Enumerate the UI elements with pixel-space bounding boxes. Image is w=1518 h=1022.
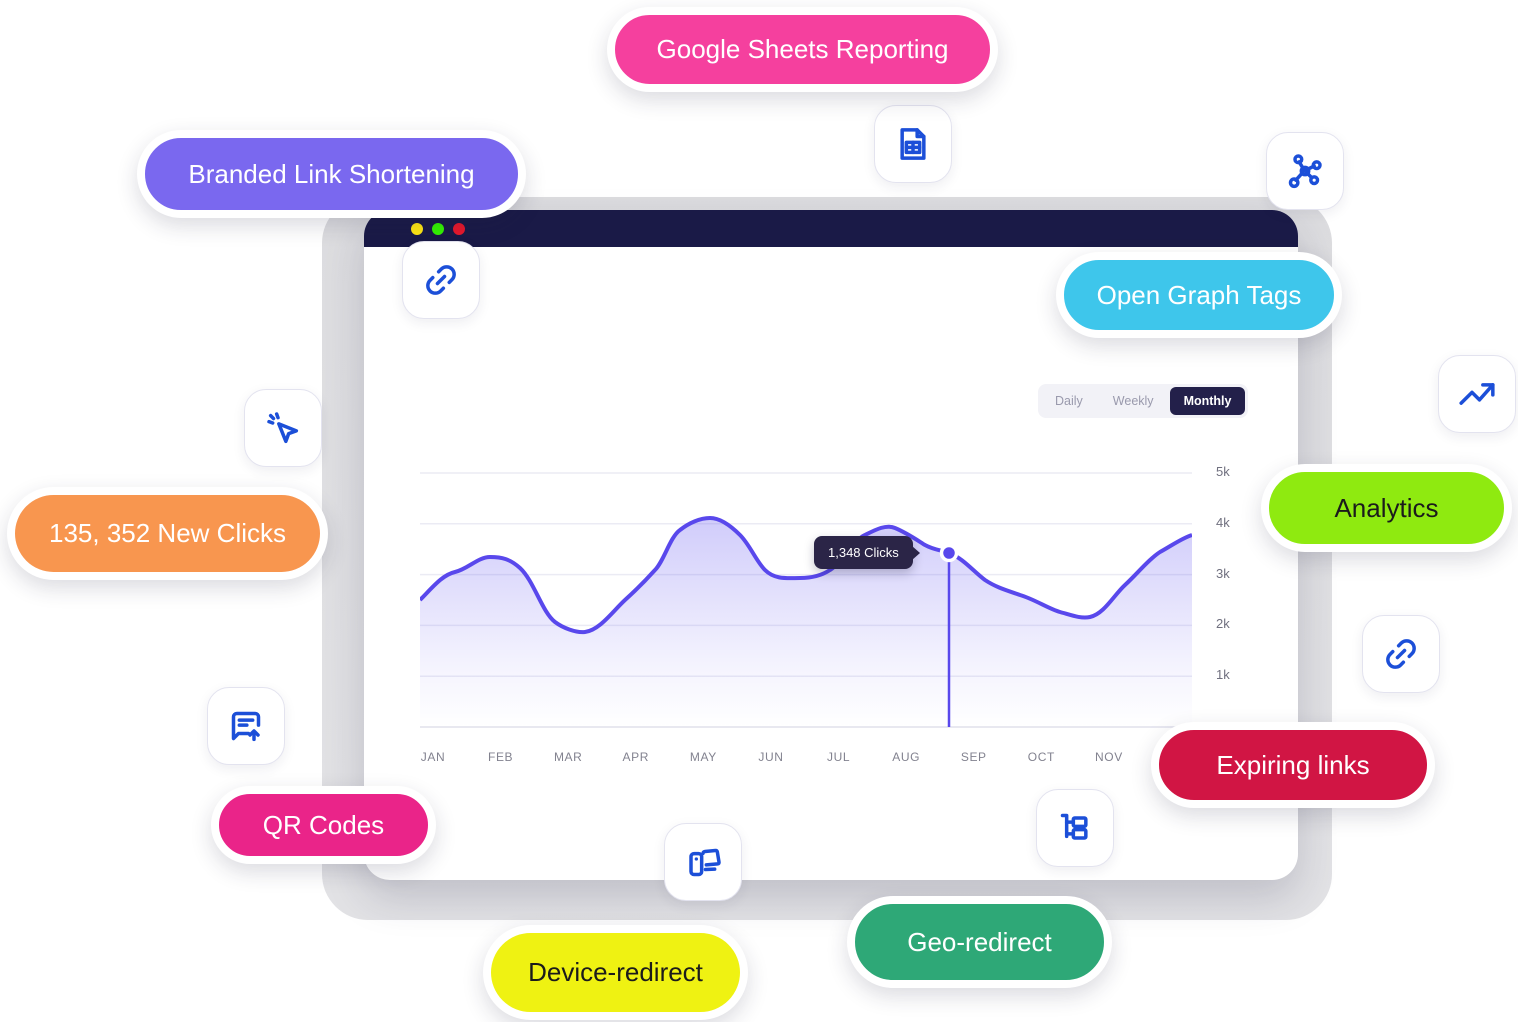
x-tick: JUL — [826, 750, 851, 764]
y-tick: 1k — [1216, 667, 1230, 682]
chart-area — [420, 518, 1192, 727]
badge-label: Google Sheets Reporting — [656, 34, 949, 64]
comment-upload-icon-tile — [207, 687, 285, 765]
badge-label: Device-redirect — [528, 957, 703, 987]
range-toggle: Daily Weekly Monthly — [1038, 384, 1249, 418]
spreadsheet-icon — [900, 128, 926, 160]
badge-open-graph-tags: Open Graph Tags — [1056, 252, 1342, 338]
x-tick: OCT — [1027, 750, 1055, 764]
traffic-light-zoom[interactable] — [432, 222, 444, 235]
trending-up-icon — [1459, 383, 1495, 405]
x-tick: FEB — [488, 750, 514, 764]
device-phone-icon — [689, 848, 721, 877]
badge-qr-codes: QR Codes — [211, 786, 436, 864]
badge-google-sheets-reporting: Google Sheets Reporting — [607, 7, 998, 92]
comment-upload-icon — [231, 711, 261, 742]
y-tick: 3k — [1216, 566, 1230, 581]
badge-label: QR Codes — [262, 809, 385, 840]
x-tick: NOV — [1095, 750, 1123, 764]
badge-expiring-links: Expiring links — [1151, 722, 1435, 808]
x-tick: JUN — [758, 750, 784, 764]
x-tick: AUG — [892, 750, 921, 764]
chart-tooltip: 1,348 Clicks — [814, 536, 913, 569]
chart-marker-dot — [939, 543, 959, 563]
network-graph-icon — [1288, 154, 1322, 189]
device-phone-icon-tile — [664, 823, 742, 901]
sitemap-tree-icon — [1060, 813, 1088, 840]
toggle-monthly[interactable]: Monthly — [1169, 387, 1246, 415]
x-tick: MAY — [689, 750, 717, 764]
spreadsheet-icon-tile — [874, 105, 952, 183]
y-tick: 2k — [1216, 616, 1230, 631]
cursor-click-icon — [267, 412, 299, 444]
sitemap-tree-icon-tile — [1036, 789, 1114, 867]
network-graph-icon-tile — [1266, 132, 1344, 210]
link-icon — [1386, 639, 1416, 669]
titlebar — [364, 210, 1298, 247]
badge-label: Open Graph Tags — [1096, 279, 1302, 310]
badge-device-redirect: Device-redirect — [483, 925, 748, 1020]
x-tick: MAR — [553, 750, 583, 764]
chart-line — [420, 515, 1192, 635]
link-icon-tile — [402, 241, 480, 319]
traffic-light-minimize[interactable] — [411, 222, 423, 235]
link-icon-tile — [1362, 615, 1440, 693]
badge-analytics: Analytics — [1261, 464, 1512, 552]
badge-label: Analytics — [1334, 492, 1439, 523]
badge-label: Geo-redirect — [907, 926, 1052, 957]
x-axis-labels: JAN FEB MAR APR MAY JUN JUL AUG SEP OCT … — [406, 750, 1136, 764]
y-tick: 4k — [1216, 515, 1230, 530]
clicks-chart[interactable] — [420, 472, 1192, 734]
toggle-weekly[interactable]: Weekly — [1099, 387, 1168, 415]
y-tick: 5k — [1216, 464, 1230, 479]
x-tick: APR — [622, 750, 650, 764]
badge-label: 135, 352 New Clicks — [49, 518, 286, 548]
toggle-daily[interactable]: Daily — [1041, 387, 1097, 415]
badge-new-clicks: 135, 352 New Clicks — [7, 487, 328, 580]
badge-label: Expiring links — [1216, 749, 1370, 780]
x-tick: SEP — [960, 750, 987, 764]
traffic-light-close[interactable] — [453, 222, 465, 235]
chart-tooltip-label: 1,348 Clicks — [828, 545, 899, 560]
link-icon — [426, 265, 456, 295]
trending-up-icon-tile — [1438, 355, 1516, 433]
badge-label: Branded Link Shortening — [188, 158, 475, 189]
badge-branded-link-shortening: Branded Link Shortening — [137, 130, 526, 218]
cursor-click-icon-tile — [244, 389, 322, 467]
badge-geo-redirect: Geo-redirect — [847, 896, 1112, 988]
x-tick: JAN — [420, 750, 446, 764]
